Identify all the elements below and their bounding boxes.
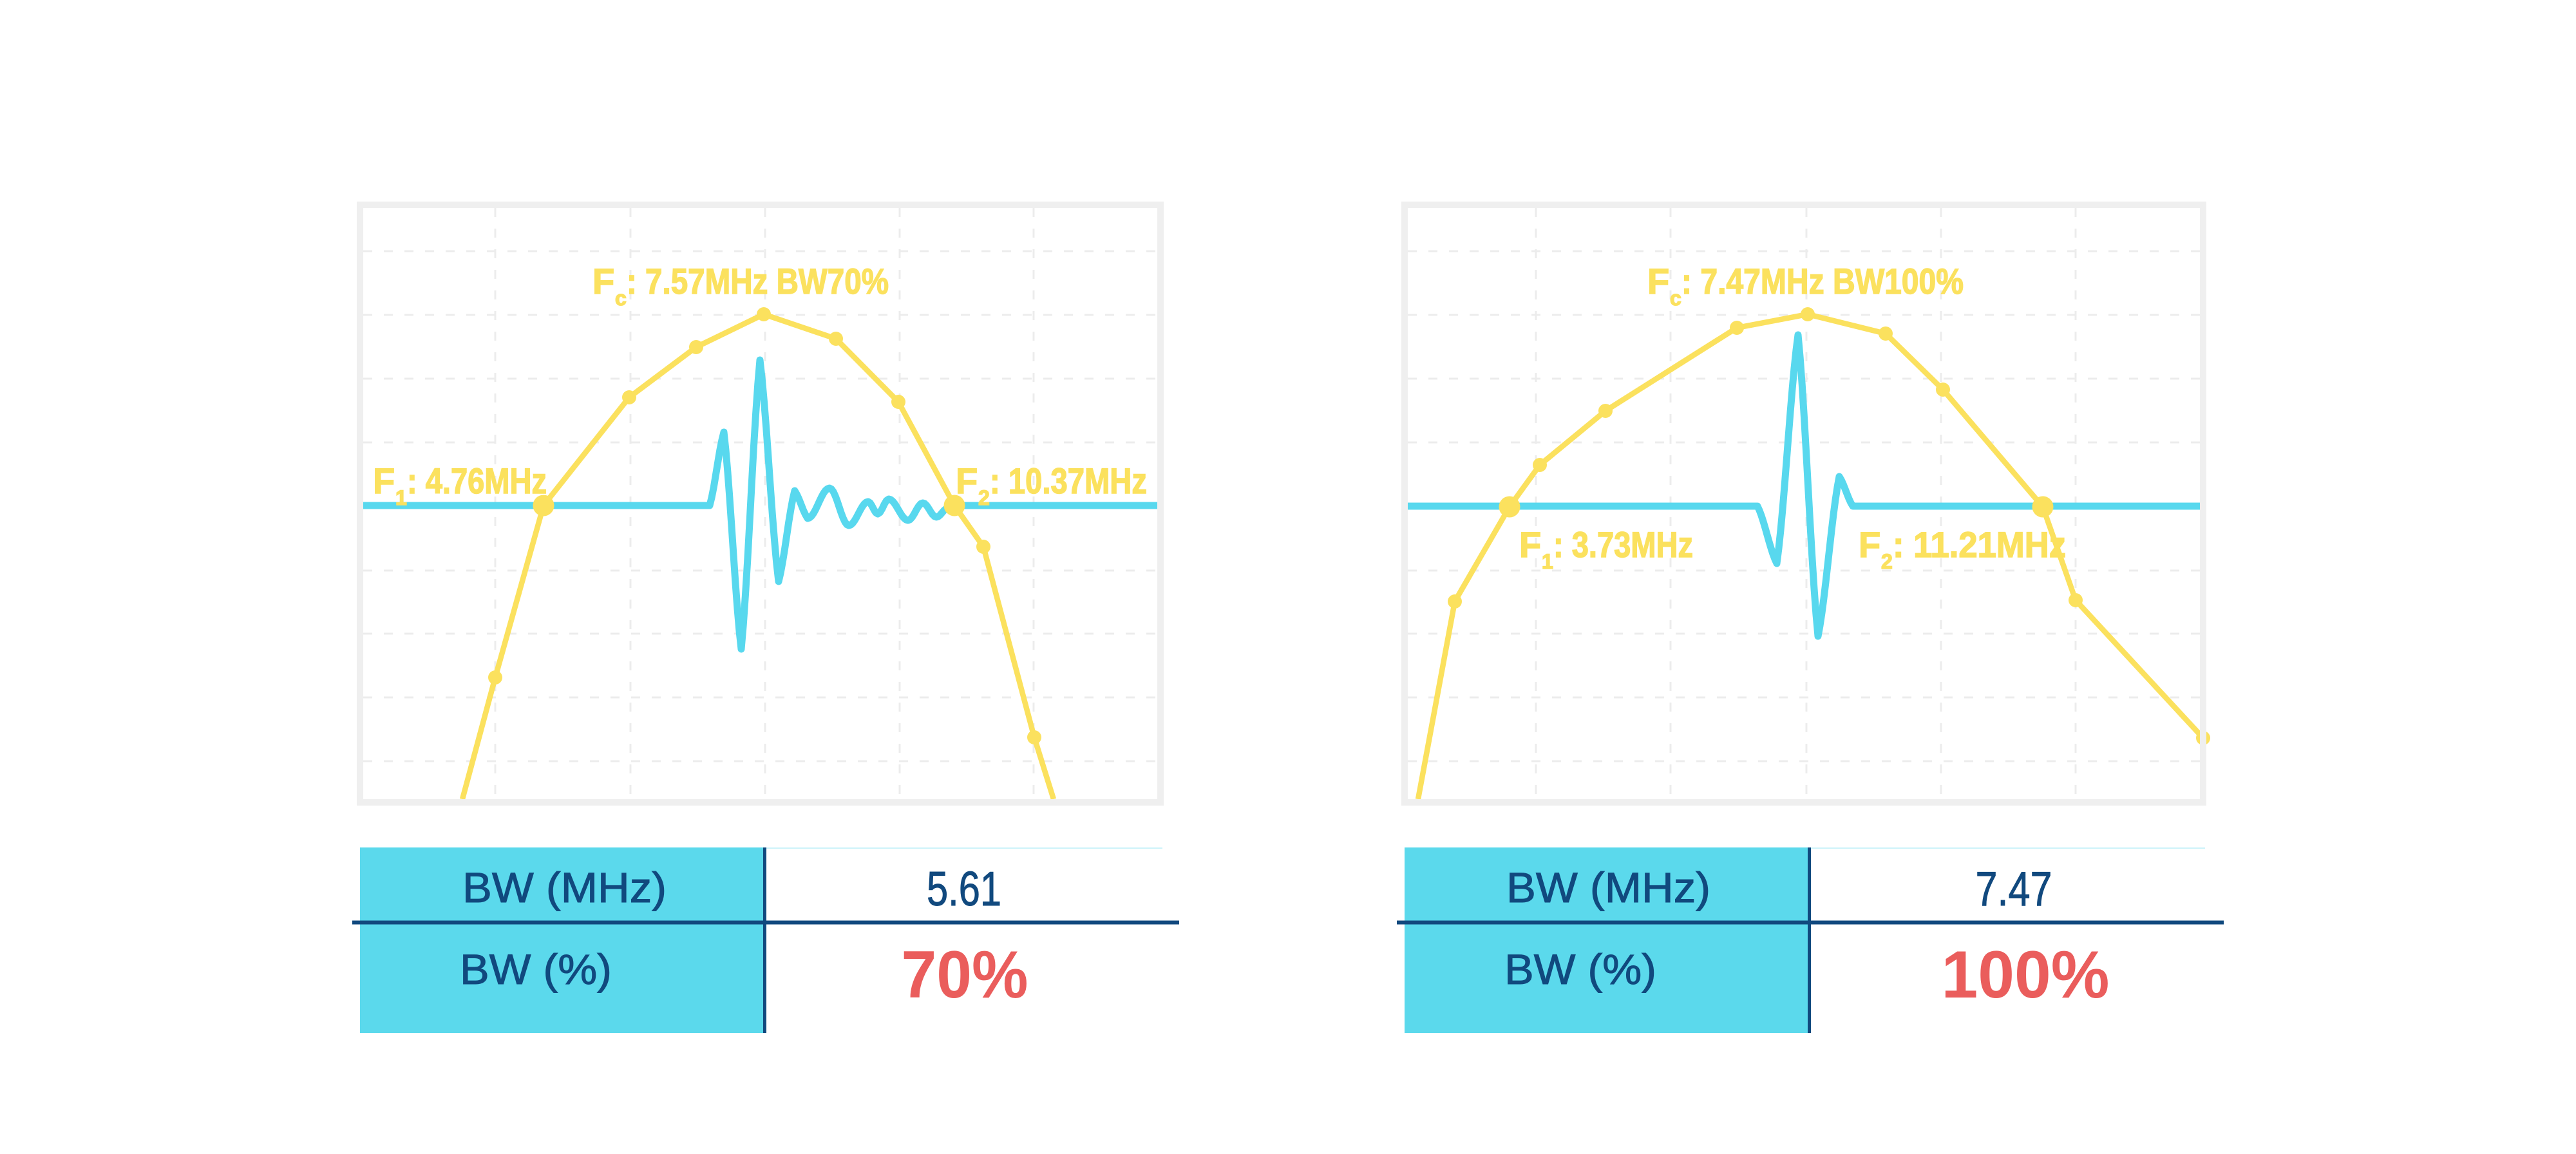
svg-text:7.47: 7.47 xyxy=(1976,862,2052,916)
svg-text:F: F xyxy=(1519,524,1541,565)
svg-text:70%: 70% xyxy=(902,938,1028,1012)
svg-text:F: F xyxy=(373,460,395,501)
svg-text:: 3.73MHz: : 3.73MHz xyxy=(1553,524,1693,565)
svg-text:1: 1 xyxy=(395,486,407,509)
svg-text:c: c xyxy=(1670,287,1681,310)
svg-text:: 11.21MHz: : 11.21MHz xyxy=(1893,524,2066,565)
svg-text:: 10.37MHz: : 10.37MHz xyxy=(990,460,1147,501)
svg-text:c: c xyxy=(615,287,627,310)
svg-text:F: F xyxy=(956,460,978,501)
svg-text:: 4.76MHz: : 4.76MHz xyxy=(407,460,547,501)
svg-text:F: F xyxy=(592,261,614,301)
svg-text:: 7.57MHz BW70%: : 7.57MHz BW70% xyxy=(627,261,889,301)
svg-text:F: F xyxy=(1647,261,1669,301)
svg-text:BW (MHz): BW (MHz) xyxy=(1506,864,1710,911)
svg-text:5.61: 5.61 xyxy=(927,862,1001,916)
svg-text:F: F xyxy=(1859,524,1880,565)
svg-text:2: 2 xyxy=(978,486,990,509)
svg-text:100%: 100% xyxy=(1942,938,2110,1012)
svg-text:2: 2 xyxy=(1881,550,1893,573)
svg-text:1: 1 xyxy=(1542,550,1553,573)
svg-text:BW (%): BW (%) xyxy=(460,945,612,993)
svg-text:BW (MHz): BW (MHz) xyxy=(462,864,667,911)
svg-text:: 7.47MHz BW100%: : 7.47MHz BW100% xyxy=(1681,261,1964,301)
svg-text:BW (%): BW (%) xyxy=(1504,945,1656,993)
